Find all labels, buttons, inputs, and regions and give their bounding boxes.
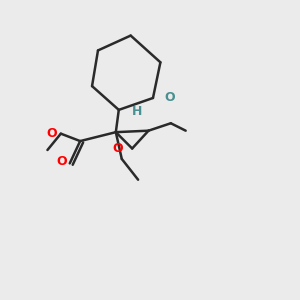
Text: O: O — [56, 155, 67, 168]
Text: O: O — [164, 92, 175, 104]
Text: H: H — [131, 105, 142, 118]
Text: O: O — [46, 127, 57, 140]
Text: O: O — [112, 142, 123, 155]
